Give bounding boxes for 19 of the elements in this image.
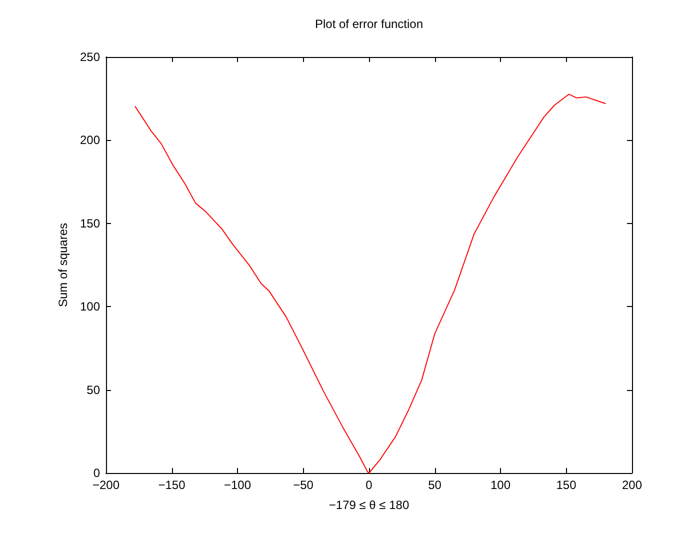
x-tick-label: 200 bbox=[622, 478, 642, 492]
x-tick-label: −100 bbox=[224, 478, 252, 492]
line-series bbox=[134, 94, 606, 474]
x-tick-label: 100 bbox=[490, 478, 511, 492]
x-tick-label: −150 bbox=[158, 478, 186, 492]
y-tick-label: 150 bbox=[80, 216, 100, 230]
y-tick-label: 50 bbox=[86, 382, 100, 397]
x-tick-label: 150 bbox=[556, 478, 577, 492]
x-axis-title: −179 ≤ θ ≤ 180 bbox=[328, 498, 410, 512]
x-tick-label: −50 bbox=[293, 478, 314, 492]
chart-title: Plot of error function bbox=[314, 17, 424, 31]
x-tick-label: 50 bbox=[428, 478, 442, 492]
y-tick-label: 100 bbox=[80, 300, 100, 314]
x-tick-label: 0 bbox=[366, 478, 373, 492]
y-tick-label: 250 bbox=[80, 50, 100, 64]
x-tick-label: −200 bbox=[92, 478, 120, 492]
y-tick-label: 200 bbox=[80, 133, 100, 148]
y-tick-label: 0 bbox=[93, 466, 100, 480]
y-axis-title: Sum of squares bbox=[56, 222, 70, 308]
